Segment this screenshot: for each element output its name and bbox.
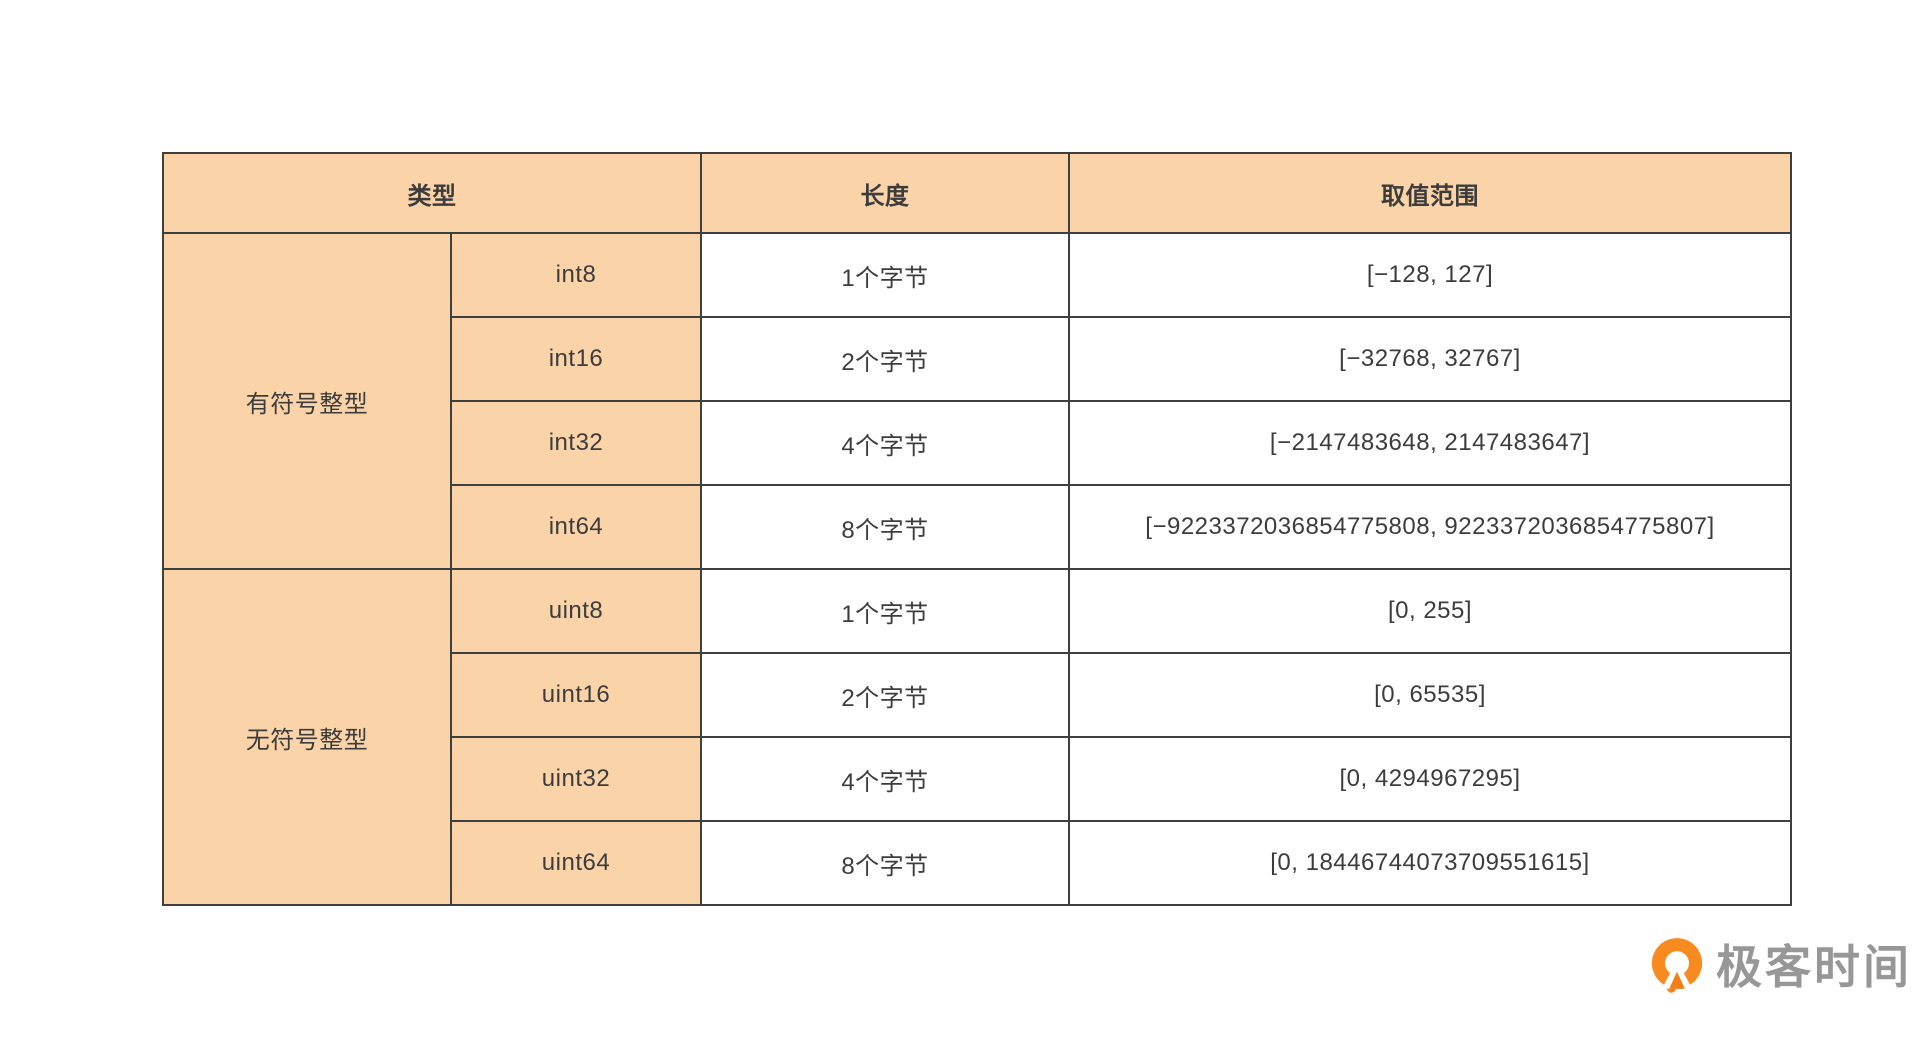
cell-range: [−128, 127]	[1068, 232, 1792, 318]
cell-type: uint8	[450, 568, 702, 654]
cell-length: 8个字节	[700, 820, 1070, 906]
table-row-uint16: uint16 2个字节 [0, 65535]	[163, 652, 1792, 738]
column-header-range: 取值范围	[1068, 152, 1792, 234]
cell-type: uint16	[450, 652, 702, 738]
cell-length: 2个字节	[700, 316, 1070, 402]
geektime-pin-icon	[1651, 938, 1703, 993]
cell-range: [0, 65535]	[1068, 652, 1792, 738]
group-cell-unsigned: 无符号整型	[162, 568, 452, 906]
cell-length: 8个字节	[700, 484, 1070, 570]
cell-range: [0, 4294967295]	[1068, 736, 1792, 822]
cell-range: [−9223372036854775808, 92233720368547758…	[1068, 484, 1792, 570]
table-row-uint64: uint64 8个字节 [0, 18446744073709551615]	[163, 820, 1792, 906]
table-row-uint32: uint32 4个字节 [0, 4294967295]	[163, 736, 1792, 822]
cell-length: 4个字节	[700, 400, 1070, 486]
cell-length: 1个字节	[700, 568, 1070, 654]
column-header-length: 长度	[700, 152, 1070, 234]
cell-range: [0, 18446744073709551615]	[1068, 820, 1792, 906]
cell-type: int32	[450, 400, 702, 486]
cell-type: uint32	[450, 736, 702, 822]
cell-type: uint64	[450, 820, 702, 906]
column-header-type: 类型	[162, 152, 702, 234]
cell-length: 2个字节	[700, 652, 1070, 738]
cell-range: [−2147483648, 2147483647]	[1068, 400, 1792, 486]
integer-types-table: 类型 长度 取值范围 有符号整型 int8 1个字节 [−128, 127] i…	[162, 152, 1792, 906]
cell-type: int16	[450, 316, 702, 402]
header-row: 类型 长度 取值范围	[162, 152, 1792, 234]
group-cell-signed: 有符号整型	[162, 232, 452, 570]
cell-range: [−32768, 32767]	[1068, 316, 1792, 402]
table-row-int64: int64 8个字节 [−9223372036854775808, 922337…	[163, 484, 1792, 570]
table-row-int32: int32 4个字节 [−2147483648, 2147483647]	[163, 400, 1792, 486]
cell-type: int64	[450, 484, 702, 570]
geektime-logo: 极客时间	[1648, 936, 1912, 1004]
cell-type: int8	[450, 232, 702, 318]
table-row-int16: int16 2个字节 [−32768, 32767]	[163, 316, 1792, 402]
table-row-int8: 有符号整型 int8 1个字节 [−128, 127]	[162, 232, 1792, 570]
cell-range: [0, 255]	[1068, 568, 1792, 654]
cell-length: 4个字节	[700, 736, 1070, 822]
table-row-uint8: 无符号整型 uint8 1个字节 [0, 255]	[162, 568, 1792, 906]
geektime-logo-text: 极客时间	[1716, 941, 1912, 993]
cell-length: 1个字节	[700, 232, 1070, 318]
